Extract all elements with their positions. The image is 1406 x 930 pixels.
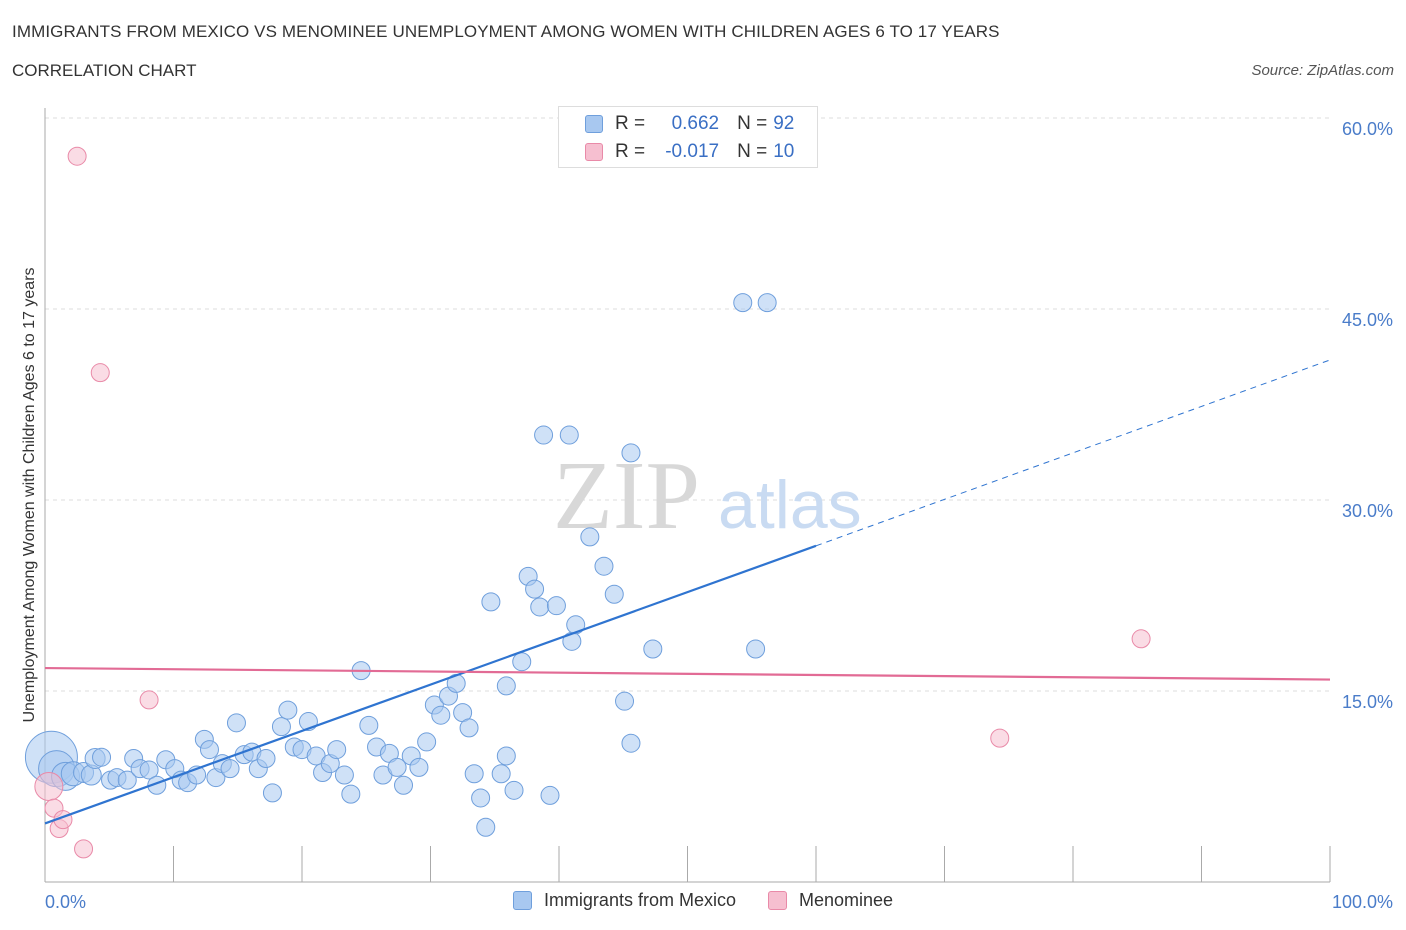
r-label: R =: [615, 113, 646, 134]
menominee-point: [34, 772, 64, 801]
x-tick-label: 0.0%: [45, 892, 86, 912]
mexico-point: [733, 293, 753, 313]
mexico-point: [580, 527, 600, 547]
mexico-point: [496, 676, 516, 696]
mexico-point: [476, 817, 496, 837]
n-label: N =: [737, 113, 768, 134]
mexico-point: [757, 293, 777, 313]
y-tick-label: 60.0%: [1342, 119, 1393, 139]
mexico-point: [491, 764, 511, 784]
mexico-point: [431, 705, 451, 725]
y-tick-label: 45.0%: [1342, 310, 1393, 330]
mexico-point: [504, 780, 524, 800]
r-value: -0.017: [665, 141, 720, 162]
legend-label-menominee: Menominee: [798, 890, 894, 910]
mexico-point: [540, 785, 560, 805]
chart-subtitle: CORRELATION CHART: [12, 61, 197, 80]
watermark: ZIP atlas: [553, 442, 862, 550]
mexico-point: [512, 652, 532, 672]
mexico-point: [621, 733, 641, 753]
mexico-point: [139, 760, 159, 780]
mexico-point: [566, 615, 586, 635]
mexico-point: [199, 740, 219, 760]
mexico-point: [256, 748, 276, 768]
y-tick-label: 15.0%: [1342, 692, 1393, 712]
legend-row-menominee: R = -0.017 N = 10: [585, 141, 794, 163]
mexico-point: [481, 592, 501, 612]
mexico-point: [496, 746, 516, 766]
mexico-point: [262, 783, 282, 803]
legend-label-mexico: Immigrants from Mexico: [543, 890, 736, 910]
x-tick-labels: 0.0% 100.0%: [45, 892, 1393, 912]
correlation-legend: R = 0.662 N = 92 R = -0.017 N = 10: [558, 106, 818, 168]
mexico-point: [359, 715, 379, 735]
menominee-point: [74, 839, 94, 859]
mexico-point: [92, 747, 112, 767]
y-tick-labels: 15.0% 30.0% 45.0% 60.0%: [1342, 119, 1393, 712]
mexico-point: [534, 425, 554, 445]
menominee-point: [139, 690, 159, 710]
legend-swatch-mexico: [585, 115, 603, 133]
n-label: N =: [737, 141, 768, 162]
mexico-point: [327, 740, 347, 760]
watermark-atlas: atlas: [718, 467, 862, 543]
r-value: 0.662: [671, 113, 720, 134]
legend-row-mexico: R = 0.662 N = 92: [585, 113, 794, 135]
mexico-point: [594, 556, 614, 576]
mexico-point: [746, 639, 766, 659]
mexico-point: [643, 639, 663, 659]
mexico-point: [530, 597, 550, 617]
mexico-point: [525, 579, 545, 599]
legend-swatch-mexico: [512, 891, 532, 910]
mexico-point: [615, 691, 635, 711]
x-tick-label: 100.0%: [1332, 892, 1393, 912]
menominee-point: [90, 363, 110, 383]
mexico-point: [604, 584, 624, 604]
mexico-point: [409, 757, 429, 777]
data-points: [24, 146, 1151, 859]
legend-item-mexico[interactable]: Immigrants from Mexico: [512, 890, 736, 911]
mexico-point: [226, 713, 246, 733]
legend-swatch-menominee: [585, 143, 603, 161]
mexico-point: [471, 788, 491, 808]
series-legend: Immigrants from Mexico Menominee: [0, 890, 1406, 911]
menominee-point: [1131, 629, 1151, 649]
r-label: R =: [615, 141, 646, 162]
mexico-point: [621, 443, 641, 463]
mexico-point: [278, 700, 298, 720]
legend-item-menominee[interactable]: Menominee: [767, 890, 894, 911]
menominee-point: [990, 728, 1010, 748]
mexico-point: [546, 596, 566, 616]
grid-lines: [45, 117, 1330, 692]
y-tick-label: 30.0%: [1342, 501, 1393, 521]
mexico-point: [220, 759, 240, 779]
mexico-point: [387, 757, 407, 777]
mexico-point: [559, 425, 579, 445]
n-value: 92: [773, 113, 795, 134]
mexico-point: [117, 770, 137, 790]
mexico-trend-line: [44, 544, 817, 825]
mexico-point: [417, 732, 437, 752]
mexico-trend-line-extension: [815, 359, 1331, 547]
n-value: 10: [773, 141, 795, 162]
mexico-point: [459, 718, 479, 738]
mexico-point: [271, 717, 291, 737]
source-label: Source: ZipAtlas.com: [1251, 62, 1394, 79]
trend-lines: [44, 359, 1331, 825]
mexico-point: [464, 764, 484, 784]
menominee-point: [67, 146, 87, 166]
mexico-point: [334, 765, 354, 785]
menominee-trend-line: [44, 666, 1331, 681]
mexico-point: [341, 784, 361, 804]
chart-title: IMMIGRANTS FROM MEXICO VS MENOMINEE UNEM…: [12, 22, 1000, 41]
legend-swatch-menominee: [767, 891, 787, 910]
mexico-point: [394, 775, 414, 795]
